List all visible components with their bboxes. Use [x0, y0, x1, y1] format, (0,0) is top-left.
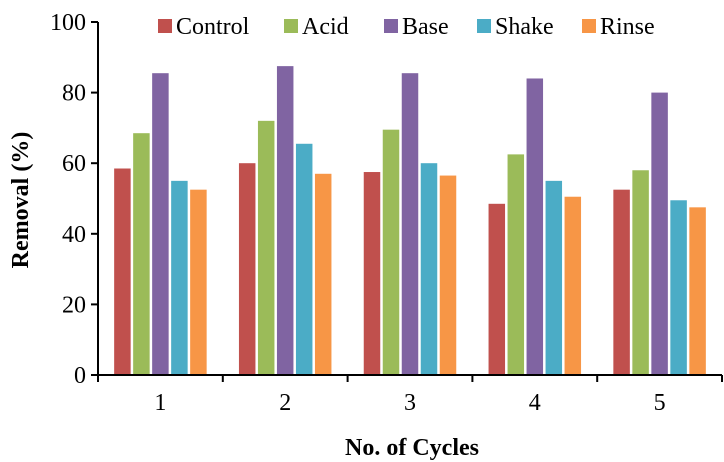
bar-rinse-cycle-3 [440, 176, 457, 375]
bar-base-cycle-4 [527, 78, 544, 375]
y-tick-label-80: 80 [62, 81, 86, 107]
legend-swatch-acid [284, 19, 298, 33]
legend-swatch-shake [477, 19, 491, 33]
legend-label-control: Control [176, 14, 250, 40]
x-tick-label-3: 3 [404, 390, 416, 416]
bar-shake-cycle-4 [546, 181, 563, 375]
legend-swatch-control [158, 19, 172, 33]
y-axis-title: Removal (%) [8, 132, 34, 269]
bar-acid-cycle-4 [508, 154, 525, 375]
legend: Control Acid Base Shake Rinse [158, 14, 655, 40]
bars-group [114, 66, 706, 375]
legend-swatch-rinse [582, 19, 596, 33]
x-tick-label-1: 1 [154, 390, 166, 416]
legend-swatch-base [384, 19, 398, 33]
y-tick-label-0: 0 [74, 363, 86, 389]
bar-base-cycle-2 [277, 66, 294, 375]
x-tick-label-5: 5 [654, 390, 666, 416]
legend-label-acid: Acid [302, 14, 349, 40]
x-tick-label-4: 4 [529, 390, 541, 416]
legend-label-base: Base [402, 14, 449, 40]
bar-rinse-cycle-2 [315, 174, 332, 375]
bar-acid-cycle-3 [383, 130, 400, 375]
bar-rinse-cycle-4 [565, 197, 582, 375]
y-tick-label-60: 60 [62, 151, 86, 177]
legend-label-shake: Shake [495, 14, 554, 40]
y-tick-label-100: 100 [50, 10, 86, 36]
bar-control-cycle-5 [613, 190, 630, 375]
y-tick-label-20: 20 [62, 292, 86, 318]
bar-control-cycle-1 [114, 169, 130, 376]
bar-control-cycle-2 [239, 163, 256, 375]
bar-base-cycle-5 [651, 93, 668, 375]
bar-base-cycle-1 [152, 73, 169, 375]
x-axis-title: No. of Cycles [345, 435, 479, 461]
bar-rinse-cycle-1 [190, 190, 207, 375]
bar-shake-cycle-3 [421, 163, 438, 375]
bar-shake-cycle-5 [670, 200, 687, 375]
bar-rinse-cycle-5 [689, 207, 706, 375]
bar-acid-cycle-2 [258, 121, 275, 375]
bar-control-cycle-4 [489, 204, 506, 375]
bar-base-cycle-3 [402, 73, 419, 375]
y-tick-label-40: 40 [62, 222, 86, 248]
bar-acid-cycle-5 [632, 170, 649, 375]
bar-control-cycle-3 [364, 172, 381, 375]
bar-shake-cycle-2 [296, 144, 313, 375]
bar-acid-cycle-1 [133, 133, 150, 375]
legend-label-rinse: Rinse [600, 14, 655, 40]
bar-shake-cycle-1 [171, 181, 188, 375]
x-tick-label-2: 2 [279, 390, 291, 416]
